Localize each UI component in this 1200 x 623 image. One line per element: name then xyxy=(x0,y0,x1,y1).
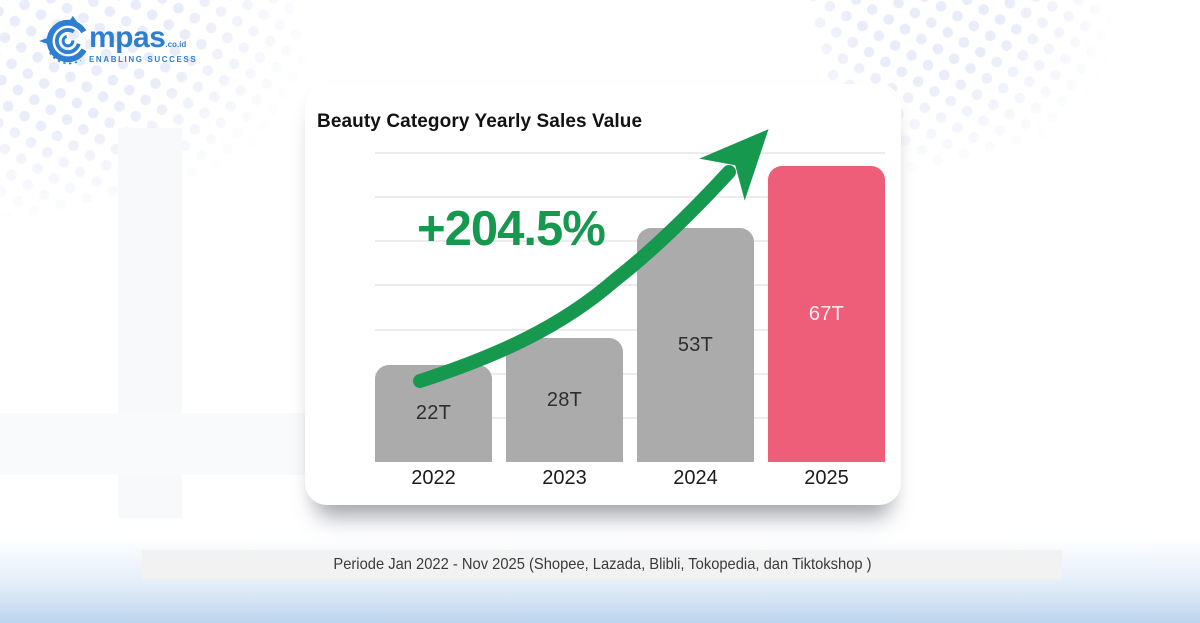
gridline xyxy=(375,416,885,419)
bar-value-label: 53T xyxy=(677,333,714,356)
chart-plot-area: 22T 2022 28T 2023 53T 2024 67T 2025 xyxy=(375,152,885,489)
bar-2025: 67T xyxy=(768,166,885,462)
logo-tagline: ENABLING SUCCESS xyxy=(89,55,198,64)
x-axis-label: 2025 xyxy=(804,467,849,489)
bar-column-2022: 22T 2022 xyxy=(375,153,492,489)
chart-bars: 22T 2022 28T 2023 53T 2024 67T 2025 xyxy=(375,153,885,489)
caption-bar: Periode Jan 2022 - Nov 2025 (Shopee, Laz… xyxy=(142,550,1062,579)
bar-column-2023: 28T 2023 xyxy=(506,153,623,489)
gridline xyxy=(375,152,885,154)
chart-card: Beauty Category Yearly Sales Value 22T 20… xyxy=(305,84,901,505)
bar-2024: 53T xyxy=(637,228,754,462)
background-watermark-block xyxy=(0,413,312,475)
chart-title: Beauty Category Yearly Sales Value xyxy=(317,111,643,132)
bar-value-label: 67T xyxy=(808,302,845,325)
bar-2023: 28T xyxy=(506,338,623,462)
logo-domain-suffix: .co.id xyxy=(165,40,187,49)
bar-value-label: 28T xyxy=(546,388,583,411)
x-axis-label: 2024 xyxy=(673,467,718,489)
x-axis-label: 2023 xyxy=(542,467,587,489)
x-axis-label: 2022 xyxy=(411,467,456,489)
growth-percentage-label: +204.5% xyxy=(417,202,606,256)
bar-column-2025: 67T 2025 xyxy=(768,153,885,489)
bar-2022: 22T xyxy=(375,365,492,462)
compas-logo: mpas.co.id ENABLING SUCCESS xyxy=(38,14,197,68)
caption-text: Periode Jan 2022 - Nov 2025 (Shopee, Laz… xyxy=(332,555,872,573)
compass-icon xyxy=(39,15,90,65)
bar-column-2024: 53T 2024 xyxy=(637,153,754,489)
logo-text: mpas.co.id ENABLING SUCCESS xyxy=(89,14,198,65)
bar-value-label: 22T xyxy=(415,402,452,424)
logo-brand-text: mpas xyxy=(89,21,166,54)
